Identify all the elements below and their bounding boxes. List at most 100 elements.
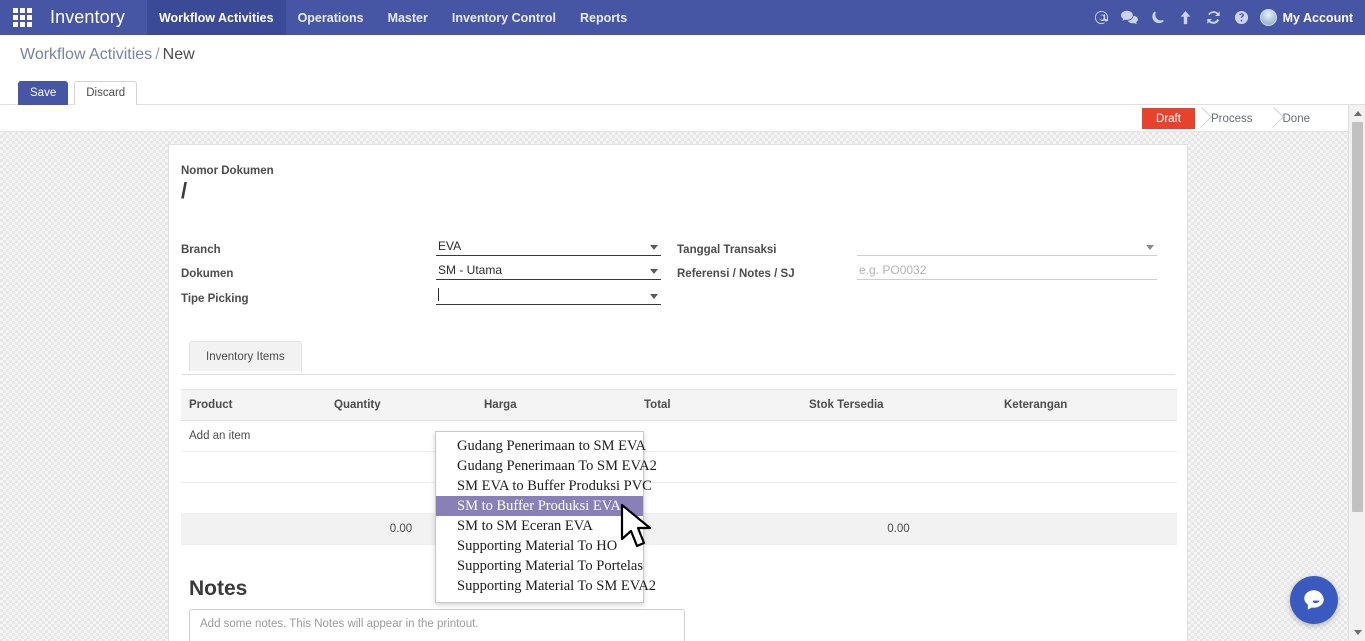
referensi-input[interactable]: e.g. PO0032 [857,259,1157,281]
nomor-dokumen-value: / [181,178,188,203]
menu-item-master[interactable]: Master [387,10,428,25]
empty-cell [181,451,1177,484]
save-button[interactable]: Save [18,81,69,107]
status-stage-process[interactable]: Process [1194,108,1267,129]
form-background: Nomor Dokumen / Branch EVA Dokumen SM - … [0,132,1348,641]
column-header-quantity: Quantity [326,389,476,422]
messages-icon[interactable] [1116,0,1144,35]
nomor-dokumen-label: Nomor Dokumen [181,165,274,177]
totals-total: 0.00 [801,513,996,546]
tipe-picking-input[interactable] [436,284,661,306]
help-question-icon[interactable] [1228,0,1256,35]
field-tanggal-transaksi: Tanggal Transaksi [677,235,1157,257]
field-branch-control[interactable]: EVA [436,235,661,257]
field-tipe-picking-label: Tipe Picking [181,293,249,306]
table-row-empty [181,451,1177,484]
breadcrumb: Workflow Activities / New [20,46,195,64]
chevron-down-icon [650,269,658,275]
vertical-scrollbar[interactable] [1348,105,1365,641]
totals-spacer [181,513,326,546]
chat-support-button[interactable] [1290,576,1338,624]
scrollbar-thumb[interactable] [1352,122,1363,512]
discard-button[interactable]: Discard [74,81,138,107]
notes-section-title: Notes [189,577,248,601]
grid-apps-icon [12,8,32,27]
sync-refresh-icon[interactable] [1200,0,1228,35]
inventory-items-table: Product Quantity Harga Total Stok Tersed… [181,389,1177,546]
field-tipe-picking-control[interactable] [436,284,661,306]
field-referensi-notes-sj: Referensi / Notes / SJ e.g. PO0032 [677,259,1157,281]
control-panel: Workflow Activities / New Save Discard [0,35,1365,107]
tanggal-transaksi-input[interactable] [857,235,1157,257]
mouse-cursor [620,503,656,556]
status-stage-done[interactable]: Done [1266,108,1324,129]
column-header-keterangan: Keterangan [996,389,1177,422]
notes-textarea[interactable]: Add some notes. This Notes will appear i… [189,609,685,641]
field-referensi-notes-sj-control[interactable]: e.g. PO0032 [857,259,1157,281]
tab-inventory-items[interactable]: Inventory Items [189,341,302,372]
field-referensi-notes-sj-label: Referensi / Notes / SJ [677,268,795,281]
chevron-down-icon [650,245,658,251]
table-row-empty [181,482,1177,515]
scroll-up-arrow-icon [1353,111,1362,116]
breadcrumb-root[interactable]: Workflow Activities [20,46,153,63]
field-tanggal-transaksi-control[interactable] [857,235,1157,257]
dropdown-option-5[interactable]: Supporting Material To HO [457,537,618,554]
field-dokumen: Dokumen SM - Utama [181,259,661,281]
dropdown-option-3-selected[interactable]: SM to Buffer Produksi EVA [436,496,643,516]
tipe-picking-dropdown-menu[interactable]: Gudang Penerimaan to SM EVA Gudang Pener… [435,431,657,603]
status-stage-draft[interactable]: Draft [1142,108,1205,129]
form-fields-grid: Branch EVA Dokumen SM - Utama Tipe Picki… [181,235,1175,315]
record-action-buttons: Save Discard [18,81,138,107]
scroll-up-button[interactable] [1349,105,1365,122]
dropdown-option-6[interactable]: Supporting Material To Portelas [457,557,643,574]
text-caret [438,288,439,302]
breadcrumb-separator: / [155,46,160,63]
top-navigation-bar: Inventory Workflow Activities Operations… [0,0,1365,35]
notes-placeholder: Add some notes. This Notes will appear i… [200,618,479,631]
apps-menu-button[interactable] [0,0,44,35]
dropdown-option-7[interactable]: Supporting Material To SM EVA2 [457,577,657,594]
dropdown-option-2[interactable]: SM EVA to Buffer Produksi PVC [457,477,652,494]
status-bar-row: Draft Process Done [0,105,1348,132]
app-brand-title: Inventory [50,7,125,27]
field-branch-label: Branch [181,244,221,257]
menu-item-reports[interactable]: Reports [580,10,628,25]
main-menu: Workflow Activities Operations Master In… [146,0,639,35]
chat-bubble-icon [1304,590,1324,610]
user-avatar[interactable] [1259,9,1277,26]
field-branch: Branch EVA [181,235,661,257]
breadcrumb-current: New [162,46,195,63]
column-header-product: Product [181,389,326,422]
totals-spacer [636,513,801,546]
scroll-down-button[interactable] [1349,624,1365,641]
at-mention-icon[interactable] [1088,0,1116,35]
menu-item-operations[interactable]: Operations [297,10,364,25]
menu-item-workflow-activities[interactable]: Workflow Activities [146,0,286,35]
empty-cell [181,482,1177,515]
moon-dark-mode-icon[interactable] [1144,0,1172,35]
add-an-item-link[interactable]: Add an item [181,420,1177,453]
table-totals-row: 0.00 0.00 [181,513,1177,546]
scroll-down-arrow-icon [1353,630,1362,635]
up-arrow-icon[interactable] [1172,0,1200,35]
status-bar: Draft Process Done [1142,105,1324,132]
dropdown-option-4[interactable]: SM to SM Eceran EVA [457,517,593,534]
chevron-down-icon [1146,245,1154,251]
branch-select[interactable]: EVA [436,235,661,257]
column-header-harga: Harga [476,389,636,422]
my-account-menu[interactable]: My Account [1282,10,1353,25]
dropdown-option-1[interactable]: Gudang Penerimaan To SM EVA2 [457,457,657,474]
menu-item-inventory-control[interactable]: Inventory Control [451,10,557,25]
referensi-placeholder: e.g. PO0032 [859,263,927,278]
dropdown-option-0[interactable]: Gudang Penerimaan to SM EVA [457,437,647,454]
field-tanggal-transaksi-label: Tanggal Transaksi [677,244,777,257]
chevron-down-icon [650,294,658,300]
notebook-tabs: Inventory Items [181,341,1175,376]
form-sheet: Nomor Dokumen / Branch EVA Dokumen SM - … [168,144,1188,641]
top-nav-right-icons: My Account [1088,0,1365,35]
table-header-row: Product Quantity Harga Total Stok Tersed… [181,389,1177,422]
add-item-row[interactable]: Add an item [181,420,1177,453]
dokumen-select[interactable]: SM - Utama [436,259,661,281]
field-dokumen-control[interactable]: SM - Utama [436,259,661,281]
